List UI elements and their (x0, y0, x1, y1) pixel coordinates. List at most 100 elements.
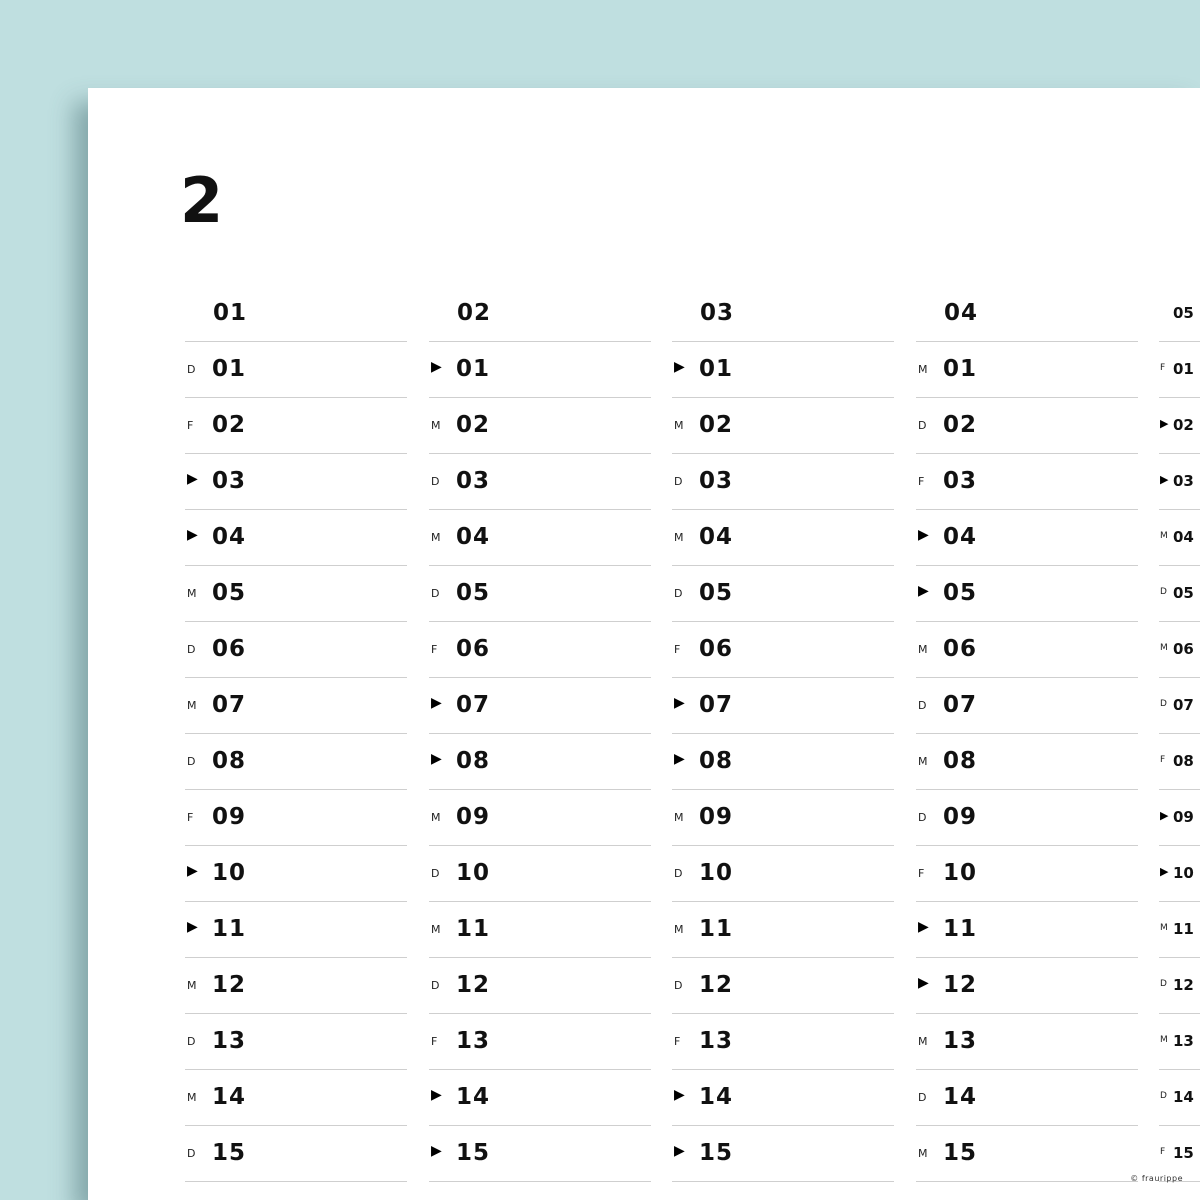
weekday-letter: M (1160, 643, 1168, 653)
weekday-letter: D (674, 867, 683, 880)
day-number: 11 (212, 916, 247, 942)
play-triangle-icon: ▶ (674, 695, 685, 711)
day-number: 02 (456, 412, 491, 438)
month-header: 01 (185, 288, 407, 342)
day-number: 05 (212, 580, 247, 606)
play-triangle-icon: ▶ (187, 919, 198, 935)
day-row: D 05 (1159, 566, 1200, 622)
day-row: M 05 (185, 566, 407, 622)
weekday-letter: M (918, 755, 928, 768)
day-row: D 12 (1159, 958, 1200, 1014)
day-number: 01 (456, 356, 491, 382)
day-number: 10 (212, 860, 247, 886)
weekday-letter: F (431, 1035, 438, 1048)
day-number: 09 (943, 804, 978, 830)
day-row: D 06 (185, 622, 407, 678)
day-row: M 13 (1159, 1014, 1200, 1070)
day-number: 14 (456, 1084, 491, 1110)
day-number: 10 (943, 860, 978, 886)
day-row: M 06 (1159, 622, 1200, 678)
weekday-letter: D (674, 475, 683, 488)
day-number: 02 (699, 412, 734, 438)
weekday-letter: F (918, 475, 925, 488)
day-row: D 01 (185, 342, 407, 398)
day-row: ▶ 01 (429, 342, 651, 398)
day-number: 04 (212, 524, 247, 550)
play-triangle-icon: ▶ (674, 359, 685, 375)
weekday-letter: M (431, 811, 441, 824)
day-number: 13 (943, 1028, 978, 1054)
day-number: 01 (1173, 360, 1194, 378)
day-number: 03 (699, 468, 734, 494)
day-number: 05 (699, 580, 734, 606)
month-label: 01 (213, 300, 248, 326)
calendar-poster: 2 01 D 01 F 02 ▶ 03 ▶ 04 M 05 D 06 M 07 D 08 F 09 ▶ 10 ▶ 11 M 12… (88, 88, 1200, 1200)
day-row: ▶ 08 (429, 734, 651, 790)
month-header: 05 (1159, 288, 1200, 342)
month-label: 02 (457, 300, 492, 326)
weekday-letter: D (918, 419, 927, 432)
day-number: 05 (943, 580, 978, 606)
day-row: ▶ 12 (916, 958, 1138, 1014)
weekday-letter: M (918, 363, 928, 376)
day-row: D 07 (916, 678, 1138, 734)
day-row: ▶ 10 (185, 846, 407, 902)
day-row: M 08 (916, 734, 1138, 790)
day-number: 07 (699, 692, 734, 718)
day-row: ▶ 03 (185, 454, 407, 510)
day-row: F 13 (429, 1014, 651, 1070)
play-triangle-icon: ▶ (918, 919, 929, 935)
play-triangle-icon: ▶ (431, 695, 442, 711)
day-row: ▶ 02 (1159, 398, 1200, 454)
day-number: 12 (943, 972, 978, 998)
day-number: 14 (212, 1084, 247, 1110)
weekday-letter: M (918, 1035, 928, 1048)
weekday-letter: D (431, 587, 440, 600)
weekday-letter: F (674, 1035, 681, 1048)
day-row: D 10 (672, 846, 894, 902)
day-row: F 03 (916, 454, 1138, 510)
day-number: 13 (1173, 1032, 1194, 1050)
day-row: F 15 (1159, 1126, 1200, 1182)
play-triangle-icon: ▶ (918, 527, 929, 543)
weekday-letter: F (1160, 755, 1166, 765)
day-row: D 15 (185, 1126, 407, 1182)
weekday-letter: M (431, 419, 441, 432)
day-row: D 05 (429, 566, 651, 622)
day-row: ▶ 10 (1159, 846, 1200, 902)
month-header: 03 (672, 288, 894, 342)
day-number: 04 (943, 524, 978, 550)
day-number: 05 (456, 580, 491, 606)
day-number: 13 (212, 1028, 247, 1054)
month-label: 05 (1173, 304, 1194, 322)
weekday-letter: F (187, 419, 194, 432)
day-number: 06 (456, 636, 491, 662)
month-column: 03 ▶ 01 M 02 D 03 M 04 D 05 F 06 ▶ 07 ▶ 08 M 09 D 10 M 11 D 12 F 1… (672, 288, 894, 1182)
day-row: D 03 (429, 454, 651, 510)
day-row: ▶ 05 (916, 566, 1138, 622)
day-row: F 08 (1159, 734, 1200, 790)
day-number: 14 (1173, 1088, 1194, 1106)
weekday-letter: D (187, 643, 196, 656)
day-number: 07 (456, 692, 491, 718)
day-row: D 13 (185, 1014, 407, 1070)
play-triangle-icon: ▶ (918, 975, 929, 991)
day-row: ▶ 11 (185, 902, 407, 958)
month-header: 04 (916, 288, 1138, 342)
day-row: M 15 (916, 1126, 1138, 1182)
day-number: 01 (699, 356, 734, 382)
day-row: M 09 (429, 790, 651, 846)
play-triangle-icon: ▶ (1160, 473, 1169, 486)
day-row: M 07 (185, 678, 407, 734)
weekday-letter: M (674, 419, 684, 432)
play-triangle-icon: ▶ (1160, 865, 1169, 878)
weekday-letter: D (1160, 1091, 1167, 1101)
day-row: D 14 (1159, 1070, 1200, 1126)
day-row: F 06 (672, 622, 894, 678)
weekday-letter: M (918, 643, 928, 656)
day-row: ▶ 15 (672, 1126, 894, 1182)
month-column: 02 ▶ 01 M 02 D 03 M 04 D 05 F 06 ▶ 07 ▶ 08 M 09 D 10 M 11 D 12 F 1… (429, 288, 651, 1182)
day-row: M 06 (916, 622, 1138, 678)
weekday-letter: M (918, 1147, 928, 1160)
play-triangle-icon: ▶ (1160, 809, 1169, 822)
